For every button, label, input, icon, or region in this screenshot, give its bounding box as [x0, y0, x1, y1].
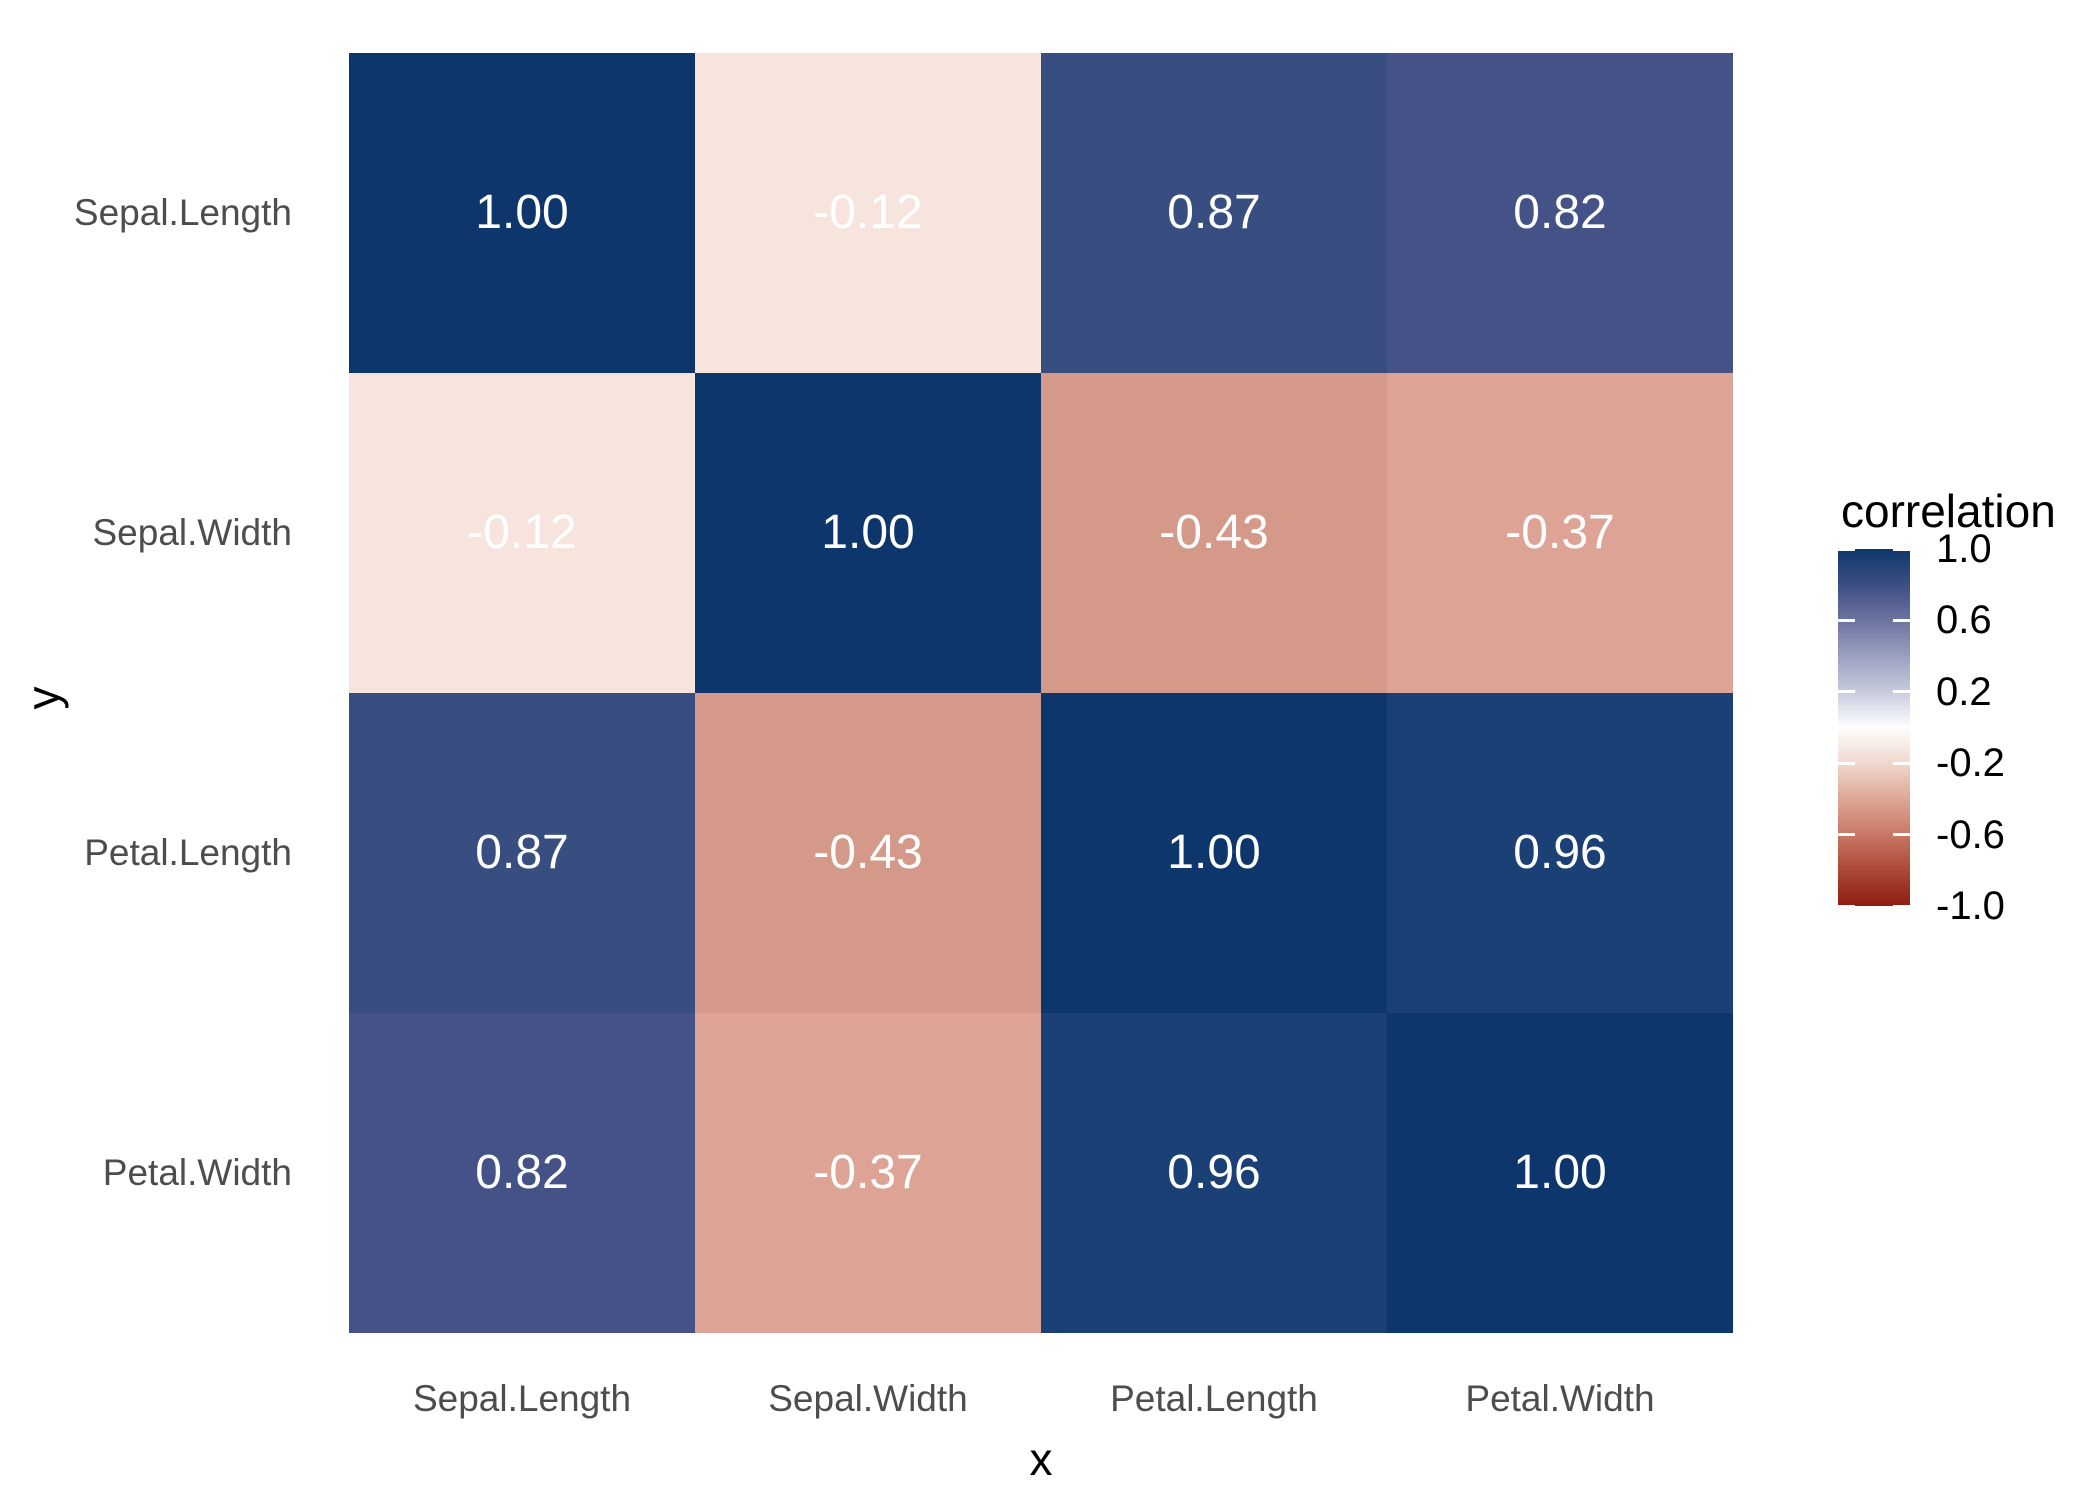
heatmap-cell: 0.82	[349, 1013, 695, 1333]
legend-title: correlation	[1841, 485, 2056, 537]
cell-value: -0.12	[813, 186, 923, 239]
y-axis-label: Sepal.Width	[92, 512, 293, 553]
heatmap-cell: 0.82	[1387, 53, 1733, 373]
legend-tick	[1893, 904, 1910, 908]
y-axis-labels: Sepal.Length Sepal.Width Petal.Length Petal…	[0, 53, 292, 1333]
y-axis-label: Petal.Length	[84, 832, 292, 873]
y-axis-label: Petal.Width	[102, 1152, 292, 1193]
legend-tick	[1893, 618, 1910, 622]
heatmap-cell: 1.00	[695, 373, 1041, 693]
legend-tick	[1893, 547, 1910, 551]
legend-tick	[1838, 690, 1855, 694]
x-axis-label: Sepal.Width	[768, 1378, 968, 1419]
heatmap-cell: -0.43	[695, 693, 1041, 1013]
heatmap-cell: -0.43	[1041, 373, 1387, 693]
legend-colorbar	[1838, 547, 1910, 908]
legend-tick-label: 0.6	[1936, 598, 1992, 643]
heatmap-cell: 0.87	[349, 693, 695, 1013]
legend-tick-label: 1.0	[1936, 527, 1992, 571]
heatmap-cell: -0.12	[695, 53, 1041, 373]
legend-tick	[1893, 833, 1910, 837]
cell-value: -0.43	[1159, 506, 1269, 559]
cell-value: 0.87	[475, 826, 569, 879]
cell-value: 0.82	[1513, 186, 1607, 239]
legend-tick	[1838, 761, 1855, 765]
x-axis-labels: Sepal.Length Sepal.Width Petal.Length Petal…	[349, 1378, 1733, 1420]
heatmap-cell: -0.37	[1387, 373, 1733, 693]
legend-tick-label: -0.2	[1936, 741, 2005, 786]
heatmap-cell: 1.00	[1041, 693, 1387, 1013]
legend-tick	[1893, 761, 1910, 765]
x-axis-title: x	[1029, 1433, 1053, 1485]
cell-value: -0.12	[467, 506, 577, 559]
legend-tick-label: -0.6	[1936, 812, 2005, 857]
cell-value: -0.37	[1505, 506, 1615, 559]
legend-tick	[1838, 904, 1855, 908]
legend-tick	[1838, 547, 1855, 551]
y-axis-title: y	[17, 686, 69, 710]
x-axis-label: Petal.Width	[1465, 1378, 1655, 1419]
cell-value: 1.00	[1513, 1146, 1607, 1199]
heatmap-cell: -0.37	[695, 1013, 1041, 1333]
heatmap-cell: 0.87	[1041, 53, 1387, 373]
x-axis-label: Sepal.Length	[412, 1378, 632, 1419]
heatmap-grid: 1.00 -0.12 0.87 0.82 -0.12 1.00 -0.43 -0.37 0.87…	[349, 53, 1733, 1333]
heatmap-cell: 1.00	[349, 53, 695, 373]
cell-value: 1.00	[475, 186, 569, 239]
legend-tick-label: 0.2	[1936, 669, 1992, 714]
heatmap-cell: 0.96	[1041, 1013, 1387, 1333]
cell-value: 1.00	[821, 506, 915, 559]
cell-value: 0.96	[1513, 826, 1607, 879]
y-axis-label: Sepal.Length	[73, 192, 292, 233]
legend-tick-label: -1.0	[1936, 884, 2005, 928]
legend-tick	[1838, 833, 1855, 837]
heatmap-cell: -0.12	[349, 373, 695, 693]
cell-value: 0.96	[1167, 1146, 1261, 1199]
cell-value: -0.43	[813, 826, 923, 879]
heatmap-cell: 1.00	[1387, 1013, 1733, 1333]
legend-tick-labels: 1.0 0.6 0.2 -0.2 -0.6 -1.0	[1936, 529, 2076, 926]
x-axis-label: Petal.Length	[1110, 1378, 1318, 1419]
heatmap-cell: 0.96	[1387, 693, 1733, 1013]
cell-value: 0.87	[1167, 186, 1261, 239]
legend-tick	[1893, 690, 1910, 694]
cell-value: 0.82	[475, 1146, 569, 1199]
cell-value: 1.00	[1167, 826, 1261, 879]
legend-tick	[1838, 618, 1855, 622]
cell-value: -0.37	[813, 1146, 923, 1199]
